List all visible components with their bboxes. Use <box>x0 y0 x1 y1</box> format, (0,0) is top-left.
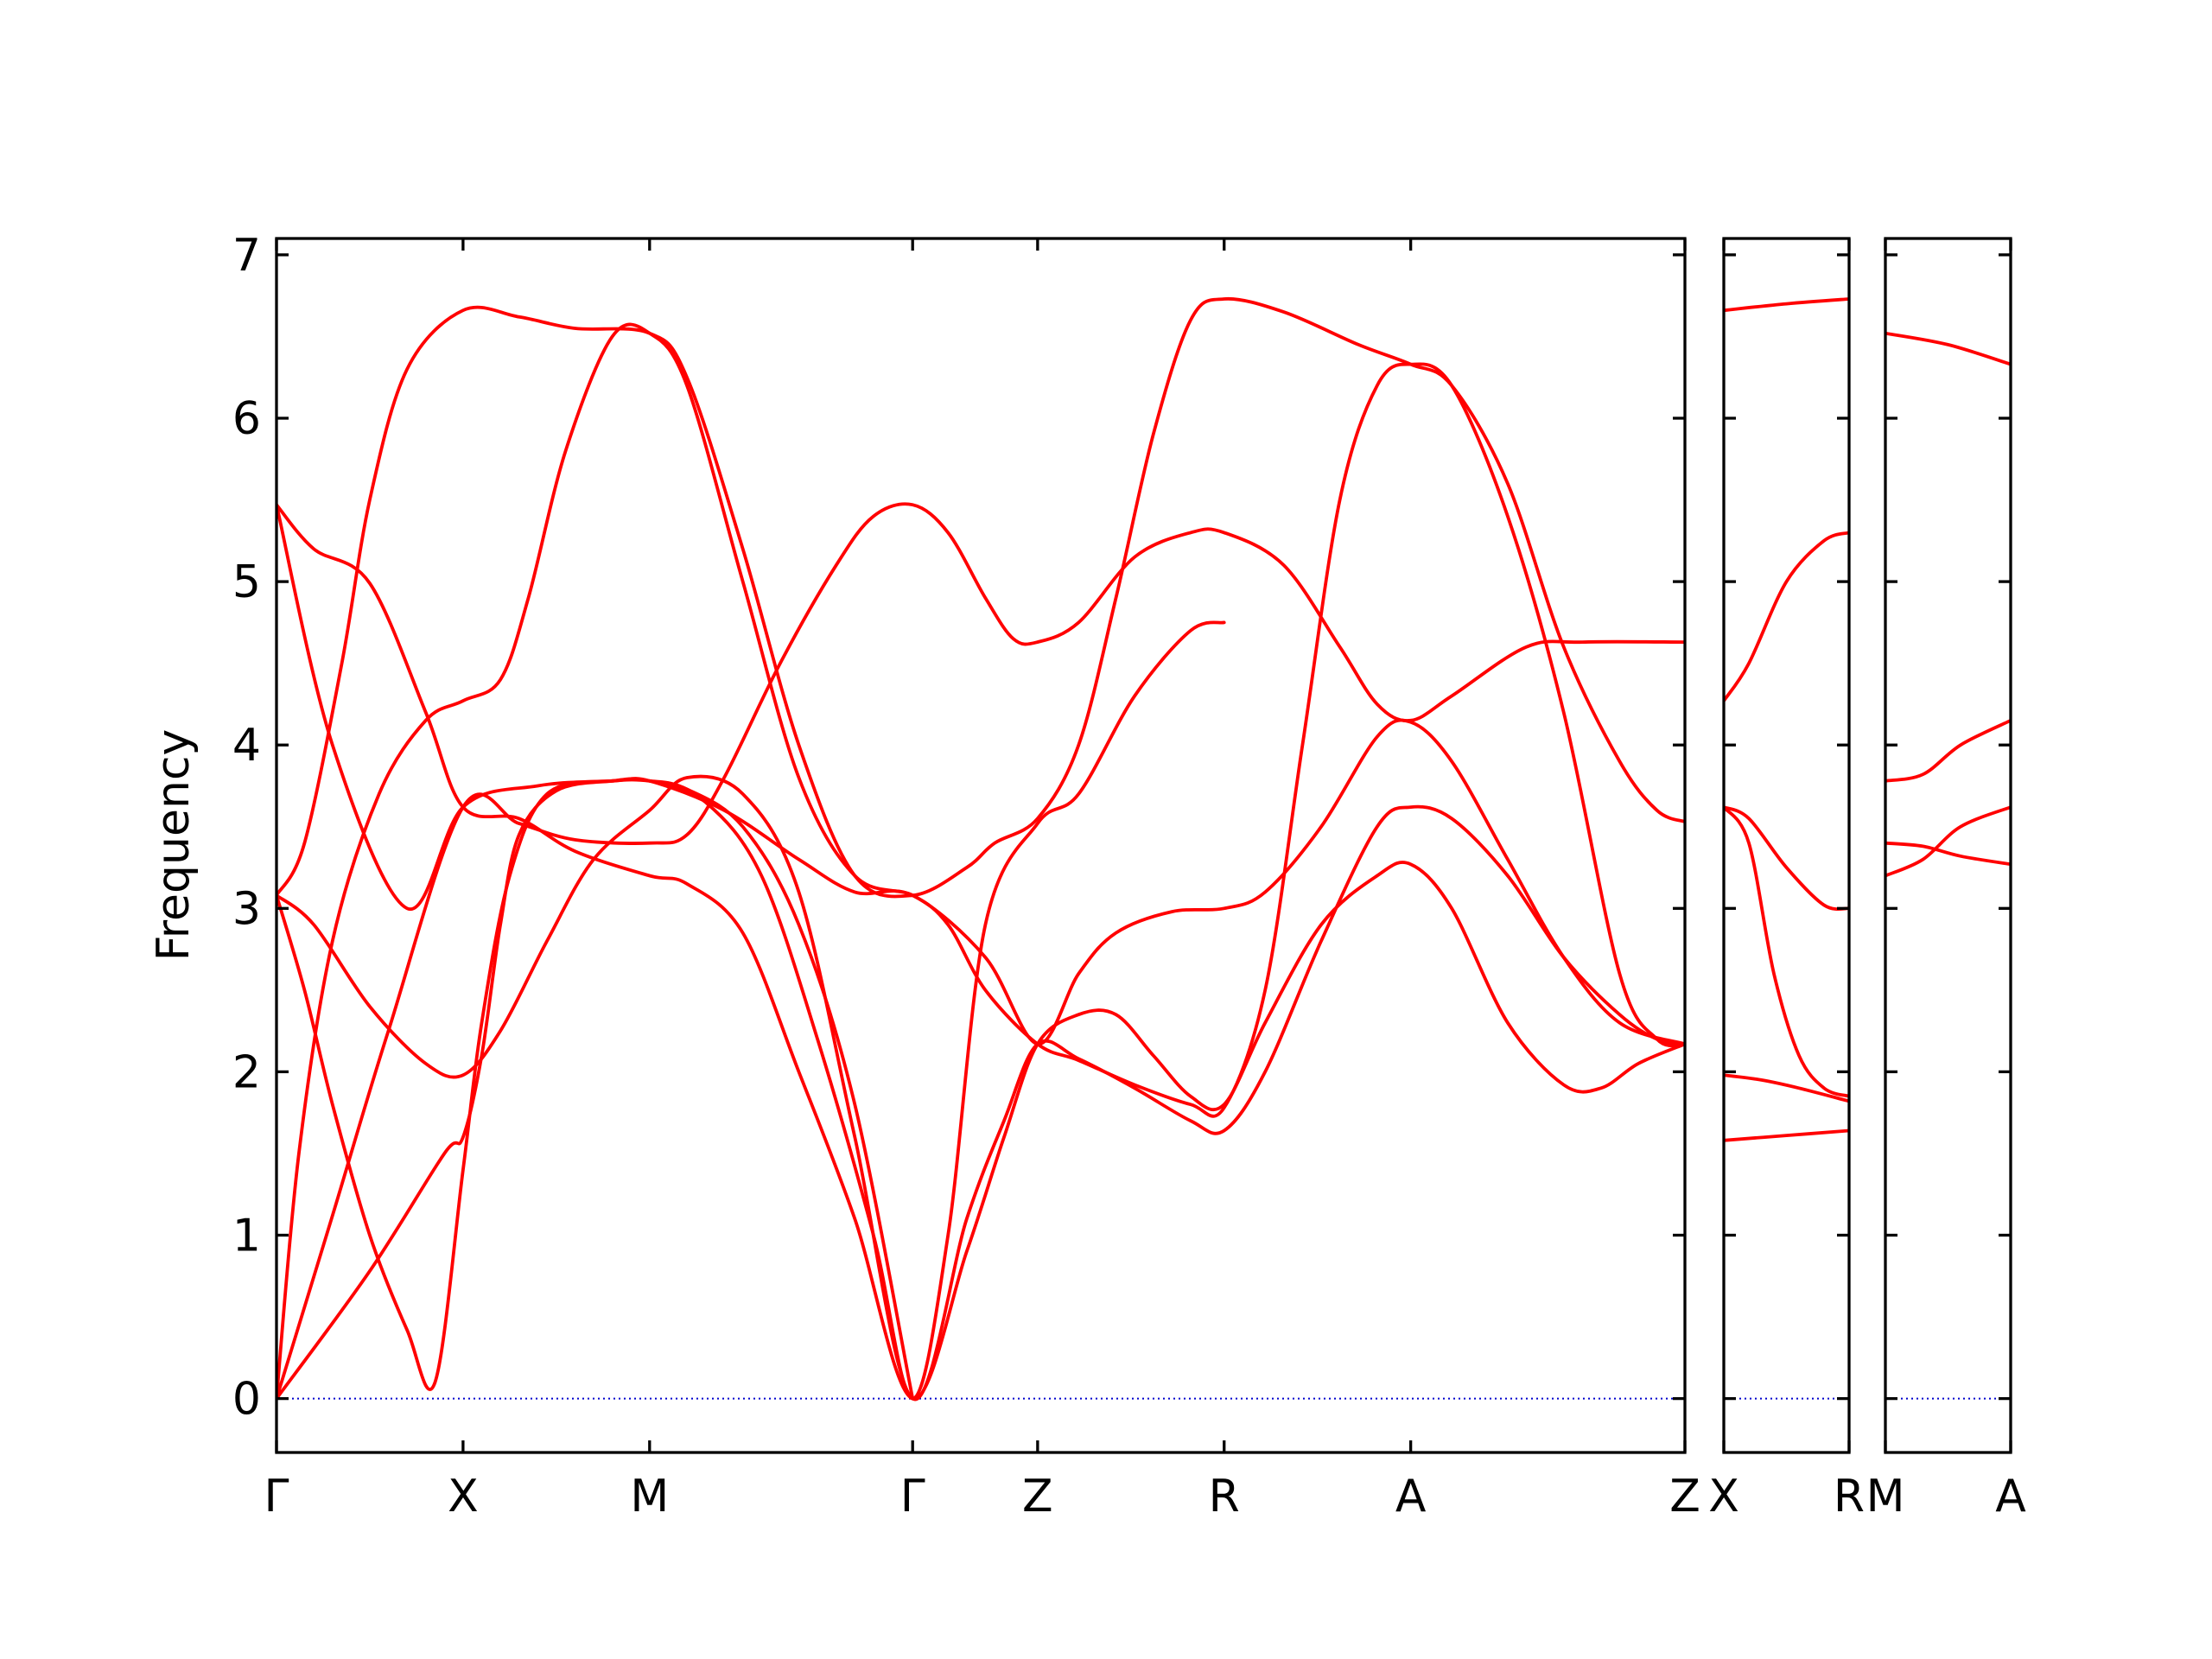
y-tick-label: 6 <box>232 393 261 445</box>
x-tick-label-main-0: Γ <box>264 1471 289 1522</box>
band-X-R-3 <box>1724 805 1849 912</box>
plot-frame-main <box>275 237 1687 1454</box>
x-tick-label-main-5: R <box>1209 1471 1240 1522</box>
x-tick-label-X-R-0: X <box>1708 1471 1739 1522</box>
y-tick-label: 4 <box>232 720 261 772</box>
x-tick-label-main-4: Z <box>1022 1471 1053 1522</box>
y-tick-label: 2 <box>232 1046 261 1098</box>
band-main-8 <box>276 503 1685 1046</box>
band-X-R-1 <box>1724 297 1849 313</box>
band-X-R-6 <box>1724 1128 1849 1142</box>
band-X-R-5 <box>1724 1073 1849 1103</box>
x-tick-label-main-1: X <box>448 1471 479 1522</box>
band-main-2 <box>276 502 1685 1401</box>
band-main-7 <box>276 503 1685 1401</box>
band-M-A-4 <box>1885 841 2011 867</box>
band-M-A-1 <box>1885 331 2011 366</box>
plot-frame-M-A <box>1884 237 2012 1454</box>
x-tick-label-main-3: Γ <box>900 1471 925 1522</box>
y-tick-label: 0 <box>232 1374 261 1426</box>
x-tick-label-main-6: A <box>1395 1471 1427 1522</box>
band-X-R-2 <box>1724 531 1849 702</box>
y-axis-label: Frequency <box>148 729 200 962</box>
x-tick-label-X-R-1: R <box>1834 1471 1865 1522</box>
x-tick-label-M-A-0: M <box>1866 1471 1905 1522</box>
band-X-R-4 <box>1724 805 1849 1098</box>
band-M-A-2 <box>1885 718 2011 783</box>
y-tick-label: 1 <box>232 1210 261 1262</box>
y-tick-label: 5 <box>232 556 261 608</box>
y-tick-label: 7 <box>232 230 261 282</box>
band-M-A-3 <box>1885 805 2011 878</box>
x-tick-label-main-2: M <box>630 1471 669 1522</box>
band-main-4 <box>276 296 1685 899</box>
y-tick-label: 3 <box>232 883 261 935</box>
band-main-3 <box>276 322 1685 1401</box>
x-tick-label-main-7: Z <box>1669 1471 1700 1522</box>
band-main-5 <box>276 774 1685 1402</box>
x-tick-label-M-A-1: A <box>1995 1471 2026 1522</box>
plot-frame-X-R <box>1722 237 1851 1454</box>
